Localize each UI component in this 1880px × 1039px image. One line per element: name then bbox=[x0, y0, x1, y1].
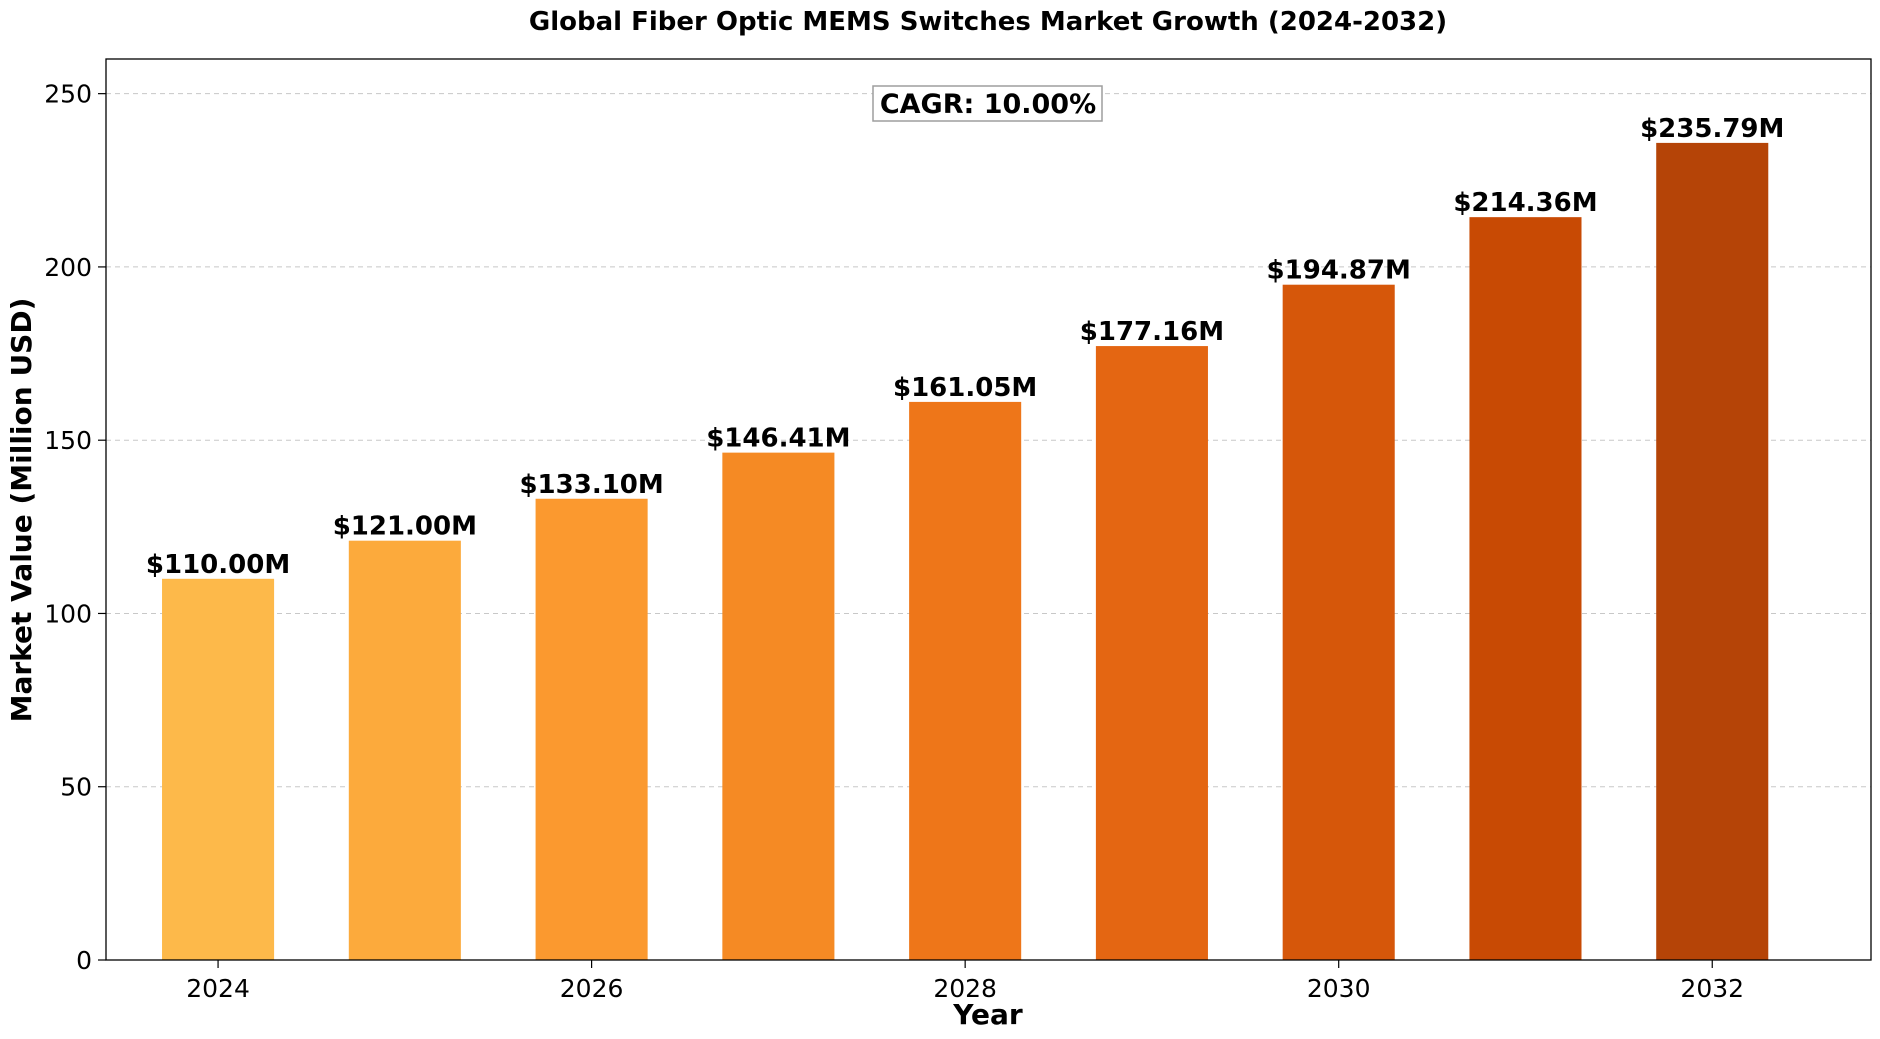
bar-value-label: $110.00M bbox=[146, 550, 290, 580]
x-tick-label: 2028 bbox=[933, 974, 997, 1003]
cagr-annotation: CAGR: 10.00% bbox=[872, 85, 1103, 122]
bar-2030 bbox=[1282, 284, 1395, 960]
y-tick-label: 250 bbox=[44, 80, 92, 109]
x-tick-label: 2030 bbox=[1307, 974, 1371, 1003]
bar-2029 bbox=[1095, 346, 1208, 960]
bar-value-label: $177.16M bbox=[1080, 317, 1224, 347]
bars bbox=[162, 142, 1769, 961]
y-tick-label: 50 bbox=[60, 773, 92, 802]
plot-frame bbox=[105, 58, 1872, 961]
bar-2031 bbox=[1469, 217, 1582, 960]
cagr-annotation-text: CAGR: 10.00% bbox=[880, 89, 1096, 120]
y-tick-label: 100 bbox=[44, 599, 92, 628]
x-axis-label: Year bbox=[952, 998, 1023, 1031]
y-axis-label: Market Value (Million USD) bbox=[5, 298, 38, 723]
axes: 0 50 100 150 200 250 2024 2026 2028 2030 2032 bbox=[44, 58, 1872, 1003]
bar-value-label: $133.10M bbox=[519, 470, 663, 500]
bar-2026 bbox=[535, 498, 648, 960]
y-tick-label: 150 bbox=[44, 426, 92, 455]
chart-title: Global Fiber Optic MEMS Switches Market … bbox=[529, 7, 1447, 37]
value-labels: $110.00M $121.00M $133.10M $146.41M $161.05M… bbox=[146, 114, 1784, 580]
bar-value-label: $161.05M bbox=[893, 373, 1037, 403]
y-tick-label: 200 bbox=[44, 253, 92, 282]
x-tick-label: 2026 bbox=[560, 974, 624, 1003]
bar-2024 bbox=[162, 578, 275, 960]
bar-2027 bbox=[722, 452, 835, 960]
bar-2032 bbox=[1656, 142, 1769, 960]
bar-2028 bbox=[909, 401, 1022, 961]
y-tick-label: 0 bbox=[76, 946, 92, 975]
bar-2025 bbox=[348, 540, 461, 960]
bar-value-label: $121.00M bbox=[333, 512, 477, 542]
cagr-annotation-box bbox=[872, 85, 1103, 122]
bar-value-label: $235.79M bbox=[1640, 114, 1784, 144]
x-tick-label: 2024 bbox=[186, 974, 250, 1003]
x-tick-label: 2032 bbox=[1680, 974, 1744, 1003]
bar-value-label: $146.41M bbox=[706, 424, 850, 454]
bar-value-label: $214.36M bbox=[1453, 188, 1597, 218]
bar-value-label: $194.87M bbox=[1267, 256, 1411, 286]
